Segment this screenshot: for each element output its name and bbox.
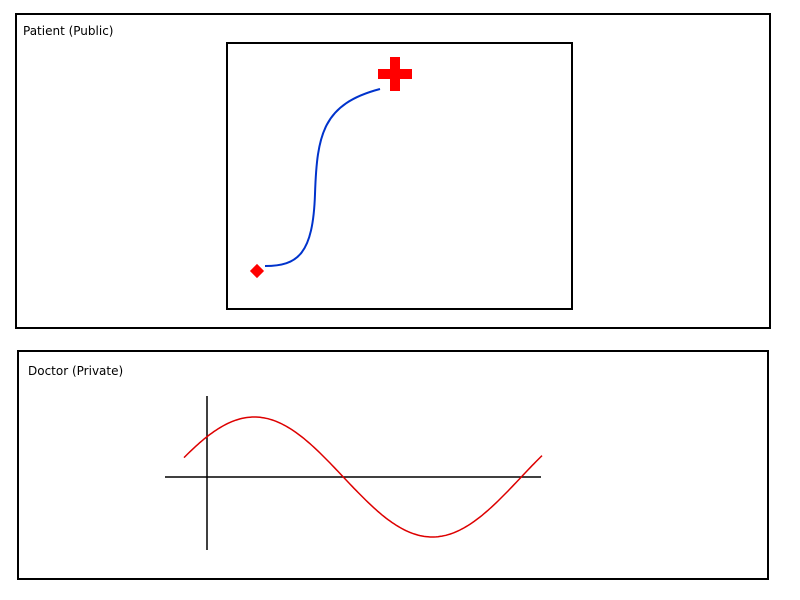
diamond-marker-icon: [249, 263, 265, 279]
patient-screen: [226, 42, 573, 310]
doctor-panel-label: Doctor (Private): [28, 364, 124, 378]
patient-panel: Patient (Public): [15, 13, 771, 329]
patient-drawing: [249, 57, 412, 279]
patient-path-curve: [264, 88, 381, 267]
red-cross-icon: [378, 57, 412, 91]
doctor-graph: [165, 396, 543, 550]
graph-sine-wave: [183, 416, 543, 538]
patient-panel-label: Patient (Public): [23, 24, 114, 38]
doctor-panel: Doctor (Private): [17, 350, 769, 580]
